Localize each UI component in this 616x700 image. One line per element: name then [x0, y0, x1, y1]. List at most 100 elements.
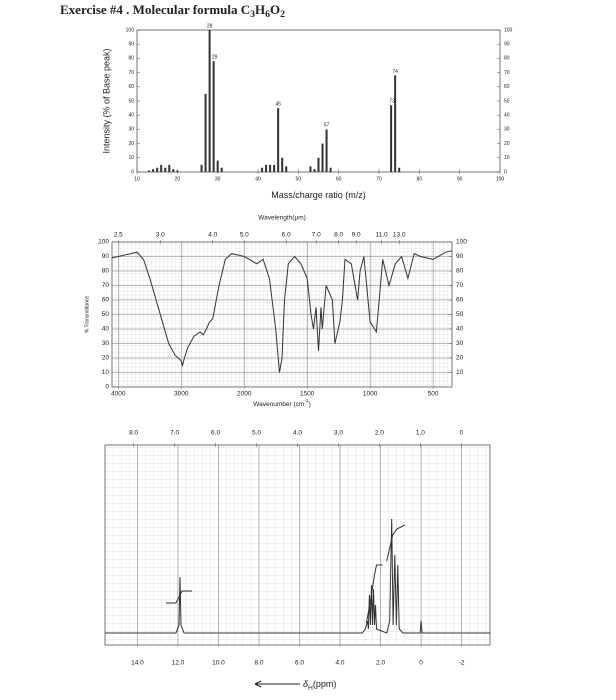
text-part: 6 — [265, 9, 270, 20]
y2-tick-label: 30 — [504, 127, 510, 133]
bar — [325, 129, 328, 172]
y-tick-label: 10 — [102, 369, 110, 376]
y2-tick-label: 70 — [456, 282, 464, 289]
y2-tick-label: 0 — [504, 169, 507, 175]
bar — [156, 167, 159, 172]
x-tick-label: 4000 — [111, 391, 126, 398]
x-tick-label: 0 — [419, 660, 423, 667]
x-tick-label: 4.0 — [336, 660, 345, 667]
y2-tick-label: 20 — [504, 141, 510, 147]
bar — [390, 105, 393, 172]
x2-tick-label: 5.0 — [240, 232, 249, 239]
x2-tick-label: 7.0 — [170, 430, 179, 437]
y2-tick-label: 40 — [504, 113, 510, 119]
bar — [281, 157, 284, 172]
bar — [269, 164, 272, 172]
y2-tick-label: 10 — [456, 369, 464, 376]
text-part: H — [308, 685, 313, 692]
x2-tick-label: 9.0 — [352, 232, 361, 239]
bar — [273, 164, 276, 172]
series-line — [165, 524, 406, 624]
x-tick-label: 10.0 — [212, 660, 225, 667]
y2-tick-label: 50 — [504, 98, 510, 104]
y-tick-label: 50 — [102, 311, 110, 318]
y2-tick-label: 50 — [456, 311, 464, 318]
y2-tick-label: 100 — [504, 27, 513, 33]
x-tick-label: 60 — [336, 176, 342, 182]
bar — [285, 166, 288, 172]
bar — [309, 166, 312, 172]
bar — [168, 164, 171, 172]
x2-tick-label: 13.0 — [393, 232, 406, 239]
y-tick-label: 20 — [102, 355, 110, 362]
x-tick-label: 12.0 — [172, 660, 185, 667]
peak-label: 45 — [275, 101, 281, 107]
page-title: Exercise #4 . Molecular formula C3H6O2 — [60, 2, 285, 20]
x-tick-label: 70 — [376, 176, 382, 182]
x-tick-label: 2000 — [237, 391, 252, 398]
bar — [277, 108, 280, 172]
text-part: -1 — [304, 398, 309, 404]
x2-tick-label: 4.0 — [208, 232, 217, 239]
x2-tick-label: 2.0 — [375, 430, 384, 437]
y-tick-label: 10 — [128, 155, 134, 161]
bar — [313, 169, 316, 172]
text-part: Wavenumber (cm — [253, 401, 304, 408]
y2-tick-label: 10 — [504, 155, 510, 161]
bar — [317, 157, 320, 172]
y-tick-label: 100 — [98, 239, 109, 246]
x-axis-label: Wavenumber (cm-1) — [253, 398, 311, 407]
y-tick-label: 40 — [128, 113, 134, 119]
x2-tick-label: 6.0 — [211, 430, 220, 437]
y-tick-label: 90 — [102, 253, 110, 260]
bar — [204, 93, 207, 172]
y2-tick-label: 90 — [456, 253, 464, 260]
bar — [220, 167, 223, 172]
peak-label: 57 — [324, 123, 330, 129]
text-part: ) — [309, 401, 311, 408]
x2-tick-label: 3.0 — [156, 232, 165, 239]
x-tick-label: -2 — [459, 660, 465, 667]
x-tick-label: 500 — [428, 391, 439, 398]
bar — [212, 61, 215, 172]
x-tick-label: 3000 — [174, 391, 189, 398]
y-tick-label: 90 — [128, 42, 134, 48]
series-line — [105, 518, 490, 634]
text-part: 2 — [280, 9, 285, 20]
peak-label: 74 — [392, 69, 398, 75]
bar — [152, 169, 155, 172]
x-tick-label: 30 — [215, 176, 221, 182]
bar — [261, 167, 264, 172]
peak-label: 28 — [207, 23, 213, 29]
y2-tick-label: 80 — [504, 56, 510, 62]
series-line — [111, 250, 453, 373]
y-tick-label: 30 — [128, 127, 134, 133]
text-part: Exercise #4 . Molecular formula C — [60, 2, 250, 17]
bar — [329, 167, 332, 172]
text-part: Mass/charge ratio (m/z) — [271, 190, 366, 200]
y2-tick-label: 80 — [456, 268, 464, 275]
y-axis-label: % Transmittance — [84, 296, 90, 333]
y-tick-label: 40 — [102, 326, 110, 333]
x-tick-label: 100 — [496, 176, 505, 182]
x2-tick-label: 0 — [460, 430, 464, 437]
x-tick-label: 90 — [457, 176, 463, 182]
bar — [394, 75, 397, 172]
bar — [200, 164, 203, 172]
x-tick-label: 50 — [296, 176, 302, 182]
bar — [398, 167, 401, 172]
bar — [265, 164, 268, 172]
plot-area — [104, 444, 491, 646]
x-tick-label: 1000 — [363, 391, 378, 398]
x-tick-label: 8.0 — [254, 660, 263, 667]
x2-tick-label: 2.5 — [114, 232, 123, 239]
bar — [172, 169, 175, 172]
bar — [321, 143, 324, 172]
y2-tick-label: 30 — [456, 340, 464, 347]
y2-tick-label: 100 — [456, 239, 467, 246]
y-tick-label: 20 — [128, 141, 134, 147]
text-part: (ppm) — [313, 679, 337, 689]
y-tick-label: 80 — [102, 268, 110, 275]
x-tick-label: 14.0 — [131, 660, 144, 667]
